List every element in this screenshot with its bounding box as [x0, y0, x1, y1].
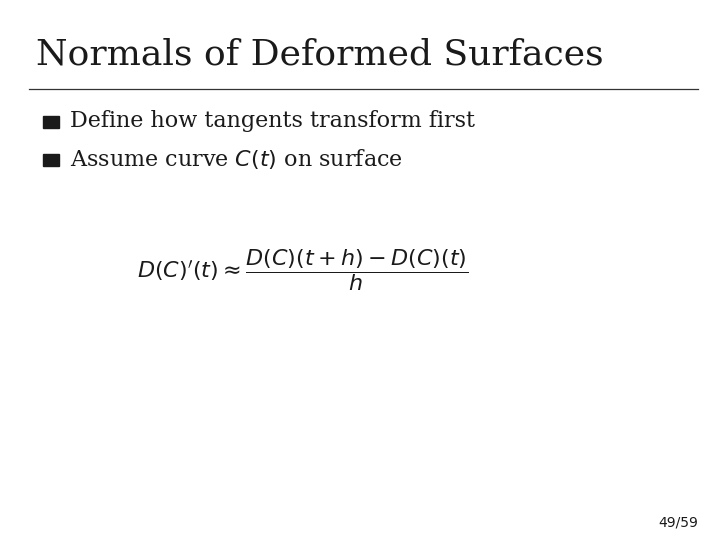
Bar	[43, 116, 59, 128]
Text: Define how tangents transform first: Define how tangents transform first	[70, 111, 475, 132]
Text: 49/59: 49/59	[659, 515, 698, 529]
Text: Normals of Deformed Surfaces: Normals of Deformed Surfaces	[36, 38, 603, 72]
Bar	[43, 154, 59, 166]
Text: Assume curve $C(t)$ on surface: Assume curve $C(t)$ on surface	[70, 147, 402, 171]
Text: $D(C)'(t) \approx \dfrac{D(C)(t+h) - D(C)(t)}{h}$: $D(C)'(t) \approx \dfrac{D(C)(t+h) - D(C…	[137, 247, 468, 293]
